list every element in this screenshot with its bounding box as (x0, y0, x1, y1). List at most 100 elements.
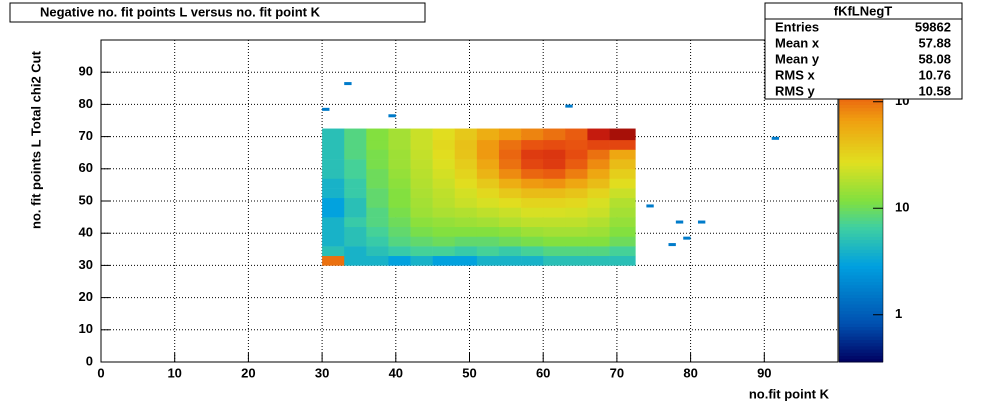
heat-cell (388, 139, 411, 150)
heat-cell (432, 236, 456, 247)
x-tick-label: 30 (315, 365, 329, 380)
palette-step (839, 184, 883, 189)
heat-cell (344, 197, 367, 208)
palette-step (839, 152, 883, 157)
heat-cell (410, 217, 433, 228)
palette-step (839, 136, 883, 141)
heat-cell (388, 159, 411, 170)
heat-cell (410, 139, 433, 150)
heat-cell (432, 128, 456, 141)
heat-cell (543, 159, 566, 170)
heat-cell (410, 226, 433, 237)
heat-cell (410, 255, 433, 266)
palette-step (839, 239, 883, 244)
palette-step (839, 249, 883, 254)
stats-value: 57.88 (918, 35, 951, 50)
heat-cell (498, 159, 522, 170)
heat-cell (454, 236, 478, 247)
heat-cell (521, 236, 544, 247)
heat-cell (432, 168, 456, 179)
heat-cell (565, 246, 588, 257)
heat-cell (476, 246, 500, 257)
heat-cell (344, 207, 367, 218)
heat-cell (565, 188, 588, 199)
heat-cell (587, 149, 610, 160)
y-tick-label: 20 (79, 289, 93, 304)
heat-cell (322, 246, 345, 257)
heat-cell (565, 255, 588, 266)
heat-cell (565, 217, 588, 228)
heat-cell (454, 197, 478, 208)
y-tick-label: 10 (79, 321, 93, 336)
heat-cell (476, 255, 500, 266)
heat-cell (521, 139, 544, 150)
heat-cell (587, 246, 610, 257)
palette-step (839, 284, 883, 289)
heat-cell (388, 178, 411, 189)
heat-cell (388, 217, 411, 228)
heat-cell (322, 188, 345, 199)
heat-cell (432, 207, 456, 218)
palette-step (839, 194, 883, 199)
heat-cell (587, 236, 610, 247)
heat-cell (521, 128, 544, 141)
heat-cell (476, 168, 500, 179)
heat-cell (432, 178, 456, 189)
heat-cell (521, 188, 544, 199)
palette-step (839, 178, 883, 183)
palette-step (839, 352, 883, 357)
palette-step (839, 162, 883, 167)
heat-cell (344, 149, 367, 160)
heat-cell (454, 255, 478, 266)
heat-cell (587, 128, 610, 141)
heat-cell (322, 178, 345, 189)
heat-cell (410, 128, 433, 141)
x-tick-label: 60 (536, 365, 550, 380)
palette-step (839, 229, 883, 234)
palette-step (839, 329, 883, 334)
palette-step (839, 197, 883, 202)
heat-cell (521, 178, 544, 189)
y-tick-label: 0 (86, 353, 93, 368)
heat-cell (543, 236, 566, 247)
heat-cell (366, 149, 389, 160)
y-tick-label: 40 (79, 225, 93, 240)
heat-cell (498, 178, 522, 189)
palette-step (839, 143, 883, 147)
heat-cell (476, 236, 500, 247)
heat-cell (366, 246, 389, 257)
heat-cell (366, 168, 389, 179)
heat-cell (322, 149, 345, 160)
palette-step (839, 204, 883, 208)
heat-cell (521, 226, 544, 237)
heat-cell (609, 255, 636, 266)
heat-cell (410, 207, 433, 218)
heat-cell (388, 188, 411, 199)
palette-step (839, 262, 883, 266)
palette-step (839, 333, 883, 337)
heat-cell (565, 236, 588, 247)
palette-step (839, 342, 883, 347)
heat-cell (476, 226, 500, 237)
palette-step (839, 188, 883, 192)
x-tick-label: 10 (167, 365, 181, 380)
y-tick-label: 80 (79, 96, 93, 111)
palette-step (839, 220, 883, 225)
heat-cell (454, 178, 478, 189)
palette-step (839, 345, 883, 350)
palette-step (839, 217, 883, 221)
heat-cell (521, 159, 544, 170)
heat-cell (498, 226, 522, 237)
outlier-cell (388, 114, 396, 118)
stats-value: 10.76 (918, 67, 951, 82)
heat-cell (609, 236, 636, 247)
palette-step (839, 268, 883, 273)
x-tick-label: 0 (97, 365, 104, 380)
x-tick-label: 50 (462, 365, 476, 380)
title-box (9, 2, 426, 23)
heat-cell (609, 197, 636, 208)
heat-cell (565, 226, 588, 237)
heat-cell (498, 197, 522, 208)
palette-step (839, 323, 883, 328)
heat-cell (565, 207, 588, 218)
